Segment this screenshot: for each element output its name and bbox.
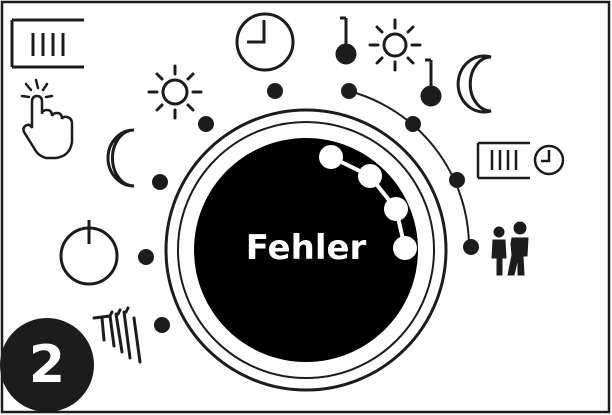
- moon-icon-right: [456, 54, 492, 114]
- sun-small-icon: [368, 18, 422, 72]
- indicator-segments: [319, 145, 417, 260]
- indicator-segment: [393, 236, 417, 260]
- dial-dot-standby[interactable]: [138, 249, 154, 265]
- sun-icon: [147, 64, 203, 120]
- dial-dot-auto[interactable]: [267, 83, 283, 99]
- thermometer-night-icon: [420, 58, 442, 107]
- status-display: [194, 138, 418, 362]
- thermometer-day-icon: [335, 16, 357, 65]
- dial-dot-temp-day[interactable]: [341, 83, 357, 99]
- dial-dot-party[interactable]: [463, 239, 479, 255]
- program-arc: [348, 90, 470, 248]
- dial-dot-radiator-timer[interactable]: [449, 172, 465, 188]
- dial-position-dots: [138, 83, 479, 333]
- touch-hand-icon: [20, 78, 74, 160]
- dial-inner-ring: [177, 121, 435, 379]
- dial-dot-temp-night[interactable]: [405, 116, 421, 132]
- clock-icon: [235, 12, 295, 72]
- dial-dot-day[interactable]: [198, 116, 214, 132]
- standby-power-icon: [59, 220, 119, 286]
- step-number-badge: 2: [0, 318, 94, 412]
- party-people-icon: [491, 221, 529, 276]
- dial-dot-manual[interactable]: [154, 317, 170, 333]
- indicator-segment: [319, 145, 343, 169]
- radiator-icon: [10, 18, 84, 69]
- moon-icon-left: [106, 128, 135, 188]
- indicator-segment: [384, 197, 408, 221]
- radiator-timer-icon: [476, 141, 565, 180]
- dial-dot-night[interactable]: [152, 174, 168, 190]
- manual-mode-icon: [92, 306, 142, 364]
- indicator-segment: [358, 164, 382, 188]
